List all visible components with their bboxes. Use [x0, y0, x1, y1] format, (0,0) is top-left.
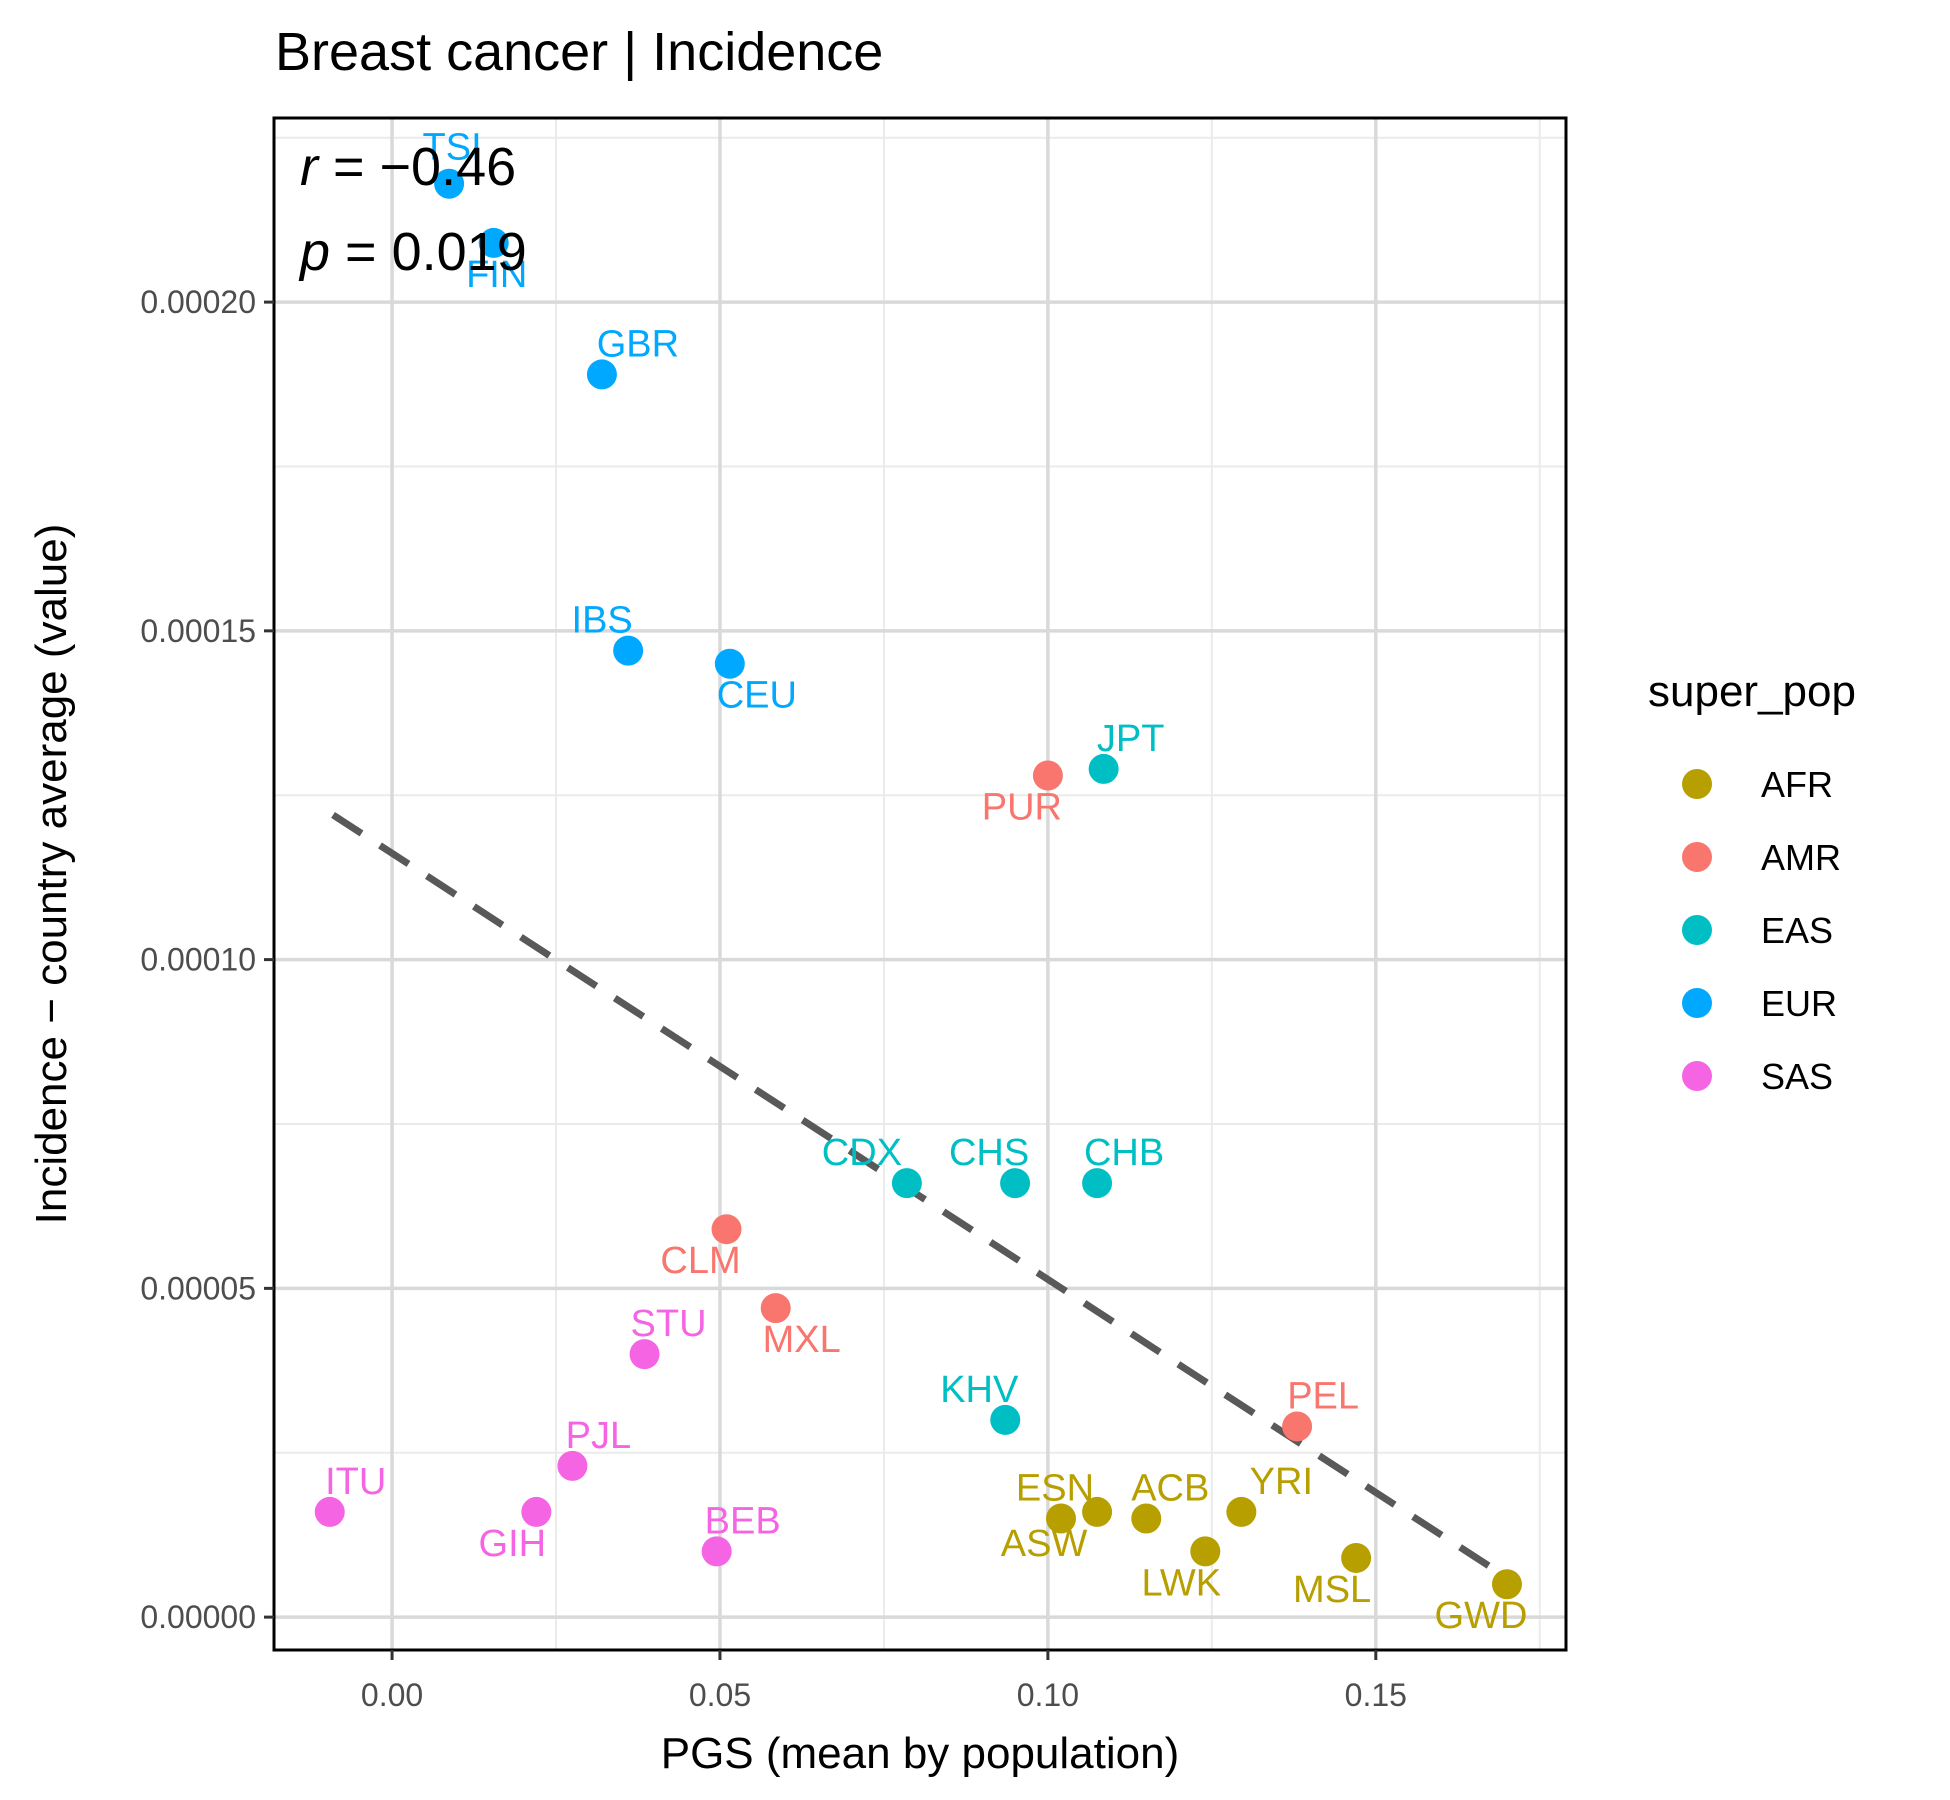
y-axis-ticks: 0.00000 0.00005 0.00010 0.00015 0.00020: [140, 284, 274, 1635]
point-tsi: [434, 168, 465, 199]
point-label-msl: MSL: [1293, 1569, 1371, 1611]
y-tick-label: 0.00000: [140, 1599, 256, 1635]
point-chs: [1000, 1168, 1031, 1199]
point-gih: [521, 1496, 552, 1527]
plot-panel-border: [272, 116, 1568, 1652]
point-msl: [1341, 1542, 1372, 1573]
correlation-r: r = −0.46: [300, 137, 516, 197]
point-label-jpt: JPT: [1097, 718, 1165, 760]
point-pel: [1282, 1411, 1313, 1442]
point-clm: [711, 1214, 742, 1245]
y-tick-label: 0.00005: [140, 1270, 256, 1306]
legend-key-eur: [1682, 988, 1712, 1018]
r-symbol: r: [300, 137, 320, 197]
point-lwk: [1190, 1536, 1221, 1567]
point-beb: [701, 1536, 732, 1567]
legend-key-amr: [1682, 842, 1712, 872]
point-label-itu: ITU: [325, 1461, 386, 1503]
y-axis-title: Incidence − country average (value): [27, 524, 76, 1225]
point-gbr: [586, 359, 617, 390]
point-label-khv: KHV: [940, 1369, 1019, 1411]
point-acb: [1131, 1503, 1162, 1534]
point-label-stu: STU: [631, 1303, 707, 1345]
point-label-gih: GIH: [479, 1523, 547, 1565]
legend-key-sas: [1682, 1061, 1712, 1091]
legend-label-sas: SAS: [1761, 1056, 1833, 1097]
legend-label-eas: EAS: [1761, 910, 1833, 951]
legend-key-afr: [1682, 769, 1712, 799]
point-label-esn: ESN: [1016, 1467, 1094, 1509]
point-label-yri: YRI: [1250, 1461, 1313, 1503]
point-khv: [990, 1404, 1021, 1435]
point-cdx: [891, 1168, 922, 1199]
x-axis-ticks: 0.00 0.05 0.10 0.15: [361, 1650, 1407, 1713]
point-stu: [629, 1339, 660, 1370]
point-label-lwk: LWK: [1142, 1562, 1222, 1604]
point-label-clm: CLM: [660, 1240, 740, 1282]
r-value: = −0.46: [318, 137, 516, 197]
y-tick-label: 0.00015: [140, 613, 256, 649]
point-label-beb: BEB: [705, 1500, 781, 1542]
legend-title: super_pop: [1648, 667, 1856, 716]
point-label-mxl: MXL: [763, 1319, 841, 1361]
point-label-pjl: PJL: [566, 1415, 631, 1457]
point-labels: TSI FIN GBR IBS CEU JPT PUR CDX CHS CHB CLM MXL STU K…: [325, 127, 1527, 1638]
point-asw: [1082, 1496, 1113, 1527]
legend-key-eas: [1682, 915, 1712, 945]
point-label-chs: CHS: [949, 1132, 1029, 1174]
point-ceu: [714, 648, 745, 679]
point-pjl: [557, 1450, 588, 1481]
point-yri: [1226, 1496, 1257, 1527]
x-tick-label: 0.00: [361, 1677, 423, 1713]
trend-line: [331, 812, 1509, 1581]
point-chb: [1082, 1168, 1113, 1199]
p-number: = 0.019: [330, 222, 527, 282]
point-ibs: [613, 635, 644, 666]
legend-label-amr: AMR: [1761, 837, 1841, 878]
point-gwd: [1491, 1569, 1522, 1600]
point-label-tsi: TSI: [423, 127, 482, 169]
p-value: p = 0.019: [298, 222, 527, 282]
legend: super_pop AFR AMR EAS EUR SAS: [1648, 667, 1856, 1097]
legend-label-eur: EUR: [1761, 983, 1837, 1024]
chart-title: Breast cancer | Incidence: [275, 22, 883, 82]
point-itu: [314, 1496, 345, 1527]
point-pur: [1032, 760, 1063, 791]
point-label-ibs: IBS: [572, 600, 633, 642]
grid: [274, 118, 1566, 1650]
point-label-pel: PEL: [1287, 1375, 1359, 1417]
point-mxl: [760, 1293, 791, 1324]
point-label-chb: CHB: [1084, 1132, 1164, 1174]
point-fin: [478, 227, 509, 258]
point-label-asw: ASW: [1001, 1523, 1088, 1565]
point-label-cdx: CDX: [822, 1132, 902, 1174]
point-jpt: [1088, 753, 1119, 784]
point-label-gwd: GWD: [1435, 1595, 1528, 1637]
point-label-pur: PUR: [982, 787, 1062, 829]
point-label-fin: FIN: [466, 254, 527, 296]
p-symbol: p: [298, 222, 330, 282]
x-tick-label: 0.10: [1017, 1677, 1079, 1713]
point-label-gbr: GBR: [597, 323, 679, 365]
point-esn: [1046, 1503, 1077, 1534]
points: [314, 168, 1522, 1600]
y-tick-label: 0.00020: [140, 284, 256, 320]
legend-label-afr: AFR: [1761, 764, 1833, 805]
x-tick-label: 0.05: [689, 1677, 751, 1713]
x-tick-label: 0.15: [1345, 1677, 1407, 1713]
y-tick-label: 0.00010: [140, 942, 256, 978]
point-label-ceu: CEU: [717, 675, 797, 717]
x-axis-title: PGS (mean by population): [661, 1729, 1180, 1778]
point-label-acb: ACB: [1131, 1467, 1209, 1509]
